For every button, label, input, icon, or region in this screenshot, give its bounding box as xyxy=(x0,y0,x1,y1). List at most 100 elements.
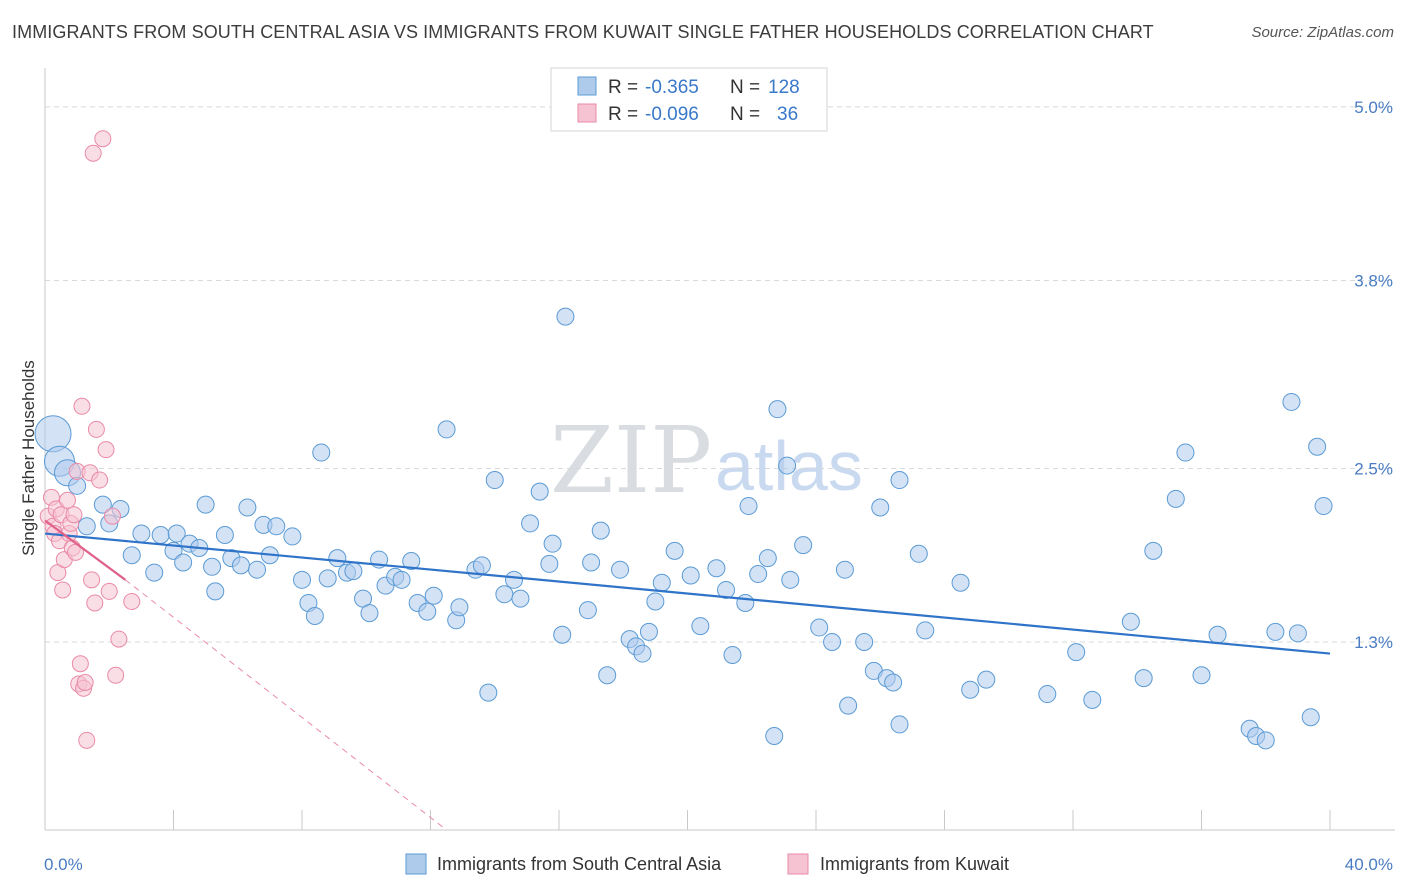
data-point-south-central-asia xyxy=(312,443,331,462)
data-point-kuwait xyxy=(100,582,118,600)
data-point-south-central-asia xyxy=(1192,666,1211,685)
data-point-south-central-asia xyxy=(633,644,652,663)
data-point-kuwait xyxy=(71,655,89,673)
data-point-south-central-asia xyxy=(871,498,890,517)
data-point-south-central-asia xyxy=(1208,625,1227,644)
x-tick-label: 40.0% xyxy=(1345,855,1393,874)
data-point-south-central-asia xyxy=(145,563,164,582)
data-point-south-central-asia xyxy=(1308,437,1327,456)
data-point-south-central-asia xyxy=(203,557,222,576)
data-point-south-central-asia xyxy=(238,498,257,517)
trend-line-kuwait-extension xyxy=(125,579,447,831)
x-tick-label: 0.0% xyxy=(44,855,83,874)
data-point-south-central-asia xyxy=(652,573,671,592)
data-point-south-central-asia xyxy=(749,565,768,584)
x-tick-labels: 0.0% 40.0% xyxy=(44,855,1393,874)
data-point-south-central-asia xyxy=(174,553,193,572)
bottom-legend-label-south-central-asia: Immigrants from South Central Asia xyxy=(437,854,722,874)
data-point-south-central-asia xyxy=(344,562,363,581)
data-point-south-central-asia xyxy=(540,554,559,573)
data-point-kuwait xyxy=(65,506,83,524)
data-point-south-central-asia xyxy=(1083,690,1102,709)
y-tick-label: 1.3% xyxy=(1354,633,1393,652)
data-point-south-central-asia xyxy=(418,602,437,621)
y-axis-label: Single Father Households xyxy=(19,360,38,556)
data-point-south-central-asia xyxy=(839,696,858,715)
bottom-legend: Immigrants from South Central Asia Immig… xyxy=(405,853,1009,875)
legend-r-value-1: -0.365 xyxy=(645,77,699,98)
trend-line-south-central-asia xyxy=(44,532,1331,655)
data-point-south-central-asia xyxy=(778,456,797,475)
data-point-kuwait xyxy=(103,507,121,525)
data-point-south-central-asia xyxy=(1282,392,1301,411)
data-point-south-central-asia xyxy=(855,633,874,651)
data-point-south-central-asia xyxy=(739,497,758,516)
data-point-south-central-asia xyxy=(283,527,302,546)
data-point-kuwait xyxy=(73,397,91,415)
y-tick-label: 2.5% xyxy=(1354,459,1393,478)
data-point-south-central-asia xyxy=(736,593,755,612)
data-point-south-central-asia xyxy=(1166,489,1185,508)
data-point-south-central-asia xyxy=(1038,685,1057,704)
data-point-south-central-asia xyxy=(681,566,700,585)
data-point-south-central-asia xyxy=(293,570,311,589)
data-point-kuwait xyxy=(54,581,72,599)
data-point-south-central-asia xyxy=(543,534,562,553)
data-point-south-central-asia xyxy=(578,601,597,620)
data-point-kuwait xyxy=(97,441,115,459)
data-point-south-central-asia xyxy=(248,560,267,579)
data-point-kuwait xyxy=(91,471,109,489)
data-point-kuwait xyxy=(78,731,96,749)
y-tick-label: 3.8% xyxy=(1354,271,1393,290)
data-point-south-central-asia xyxy=(1256,731,1275,750)
data-point-south-central-asia xyxy=(598,666,617,685)
data-point-kuwait xyxy=(86,594,104,612)
data-point-south-central-asia xyxy=(485,471,504,490)
data-point-south-central-asia xyxy=(707,559,726,578)
trend-line-kuwait xyxy=(44,519,126,581)
data-point-south-central-asia xyxy=(495,585,514,604)
data-point-south-central-asia xyxy=(1266,622,1285,641)
bottom-legend-label-kuwait: Immigrants from Kuwait xyxy=(820,854,1009,874)
data-point-south-central-asia xyxy=(511,589,530,608)
data-point-south-central-asia xyxy=(132,524,151,543)
data-point-south-central-asia xyxy=(472,556,491,575)
data-point-south-central-asia xyxy=(267,517,286,536)
data-point-kuwait xyxy=(107,666,125,684)
data-point-south-central-asia xyxy=(890,471,909,490)
bottom-legend-swatch-south-central-asia xyxy=(405,853,427,875)
data-point-kuwait xyxy=(123,593,141,611)
data-point-south-central-asia xyxy=(890,715,909,734)
data-point-south-central-asia xyxy=(639,622,658,641)
data-point-south-central-asia xyxy=(151,525,170,544)
legend-swatch-south-central-asia xyxy=(577,76,597,96)
bottom-legend-swatch-kuwait xyxy=(787,853,809,875)
data-point-south-central-asia xyxy=(884,673,903,692)
data-point-south-central-asia xyxy=(77,517,96,536)
data-point-south-central-asia xyxy=(765,727,784,745)
data-point-kuwait xyxy=(87,420,105,438)
data-point-kuwait xyxy=(83,571,101,589)
data-point-south-central-asia xyxy=(402,552,421,571)
data-point-south-central-asia xyxy=(717,580,736,599)
data-point-south-central-asia xyxy=(553,625,572,644)
data-point-kuwait xyxy=(94,130,112,148)
watermark-zip: ZIP xyxy=(550,407,712,514)
data-point-south-central-asia xyxy=(1288,624,1307,643)
data-point-south-central-asia xyxy=(768,400,787,419)
legend-n-value-2: 36 xyxy=(777,104,798,125)
data-point-south-central-asia xyxy=(215,525,234,544)
data-point-south-central-asia xyxy=(723,646,742,665)
data-point-south-central-asia xyxy=(909,544,928,563)
data-point-south-central-asia xyxy=(93,495,112,514)
data-point-south-central-asia xyxy=(305,606,324,625)
data-point-south-central-asia xyxy=(122,546,141,565)
data-point-south-central-asia xyxy=(951,573,970,592)
data-point-south-central-asia xyxy=(530,482,549,501)
data-point-south-central-asia xyxy=(810,618,829,637)
data-point-south-central-asia xyxy=(1301,708,1320,727)
y-tick-labels: 1.3% 2.5% 3.8% 5.0% xyxy=(1354,98,1393,652)
data-point-kuwait xyxy=(110,630,128,648)
data-point-south-central-asia xyxy=(758,549,777,568)
